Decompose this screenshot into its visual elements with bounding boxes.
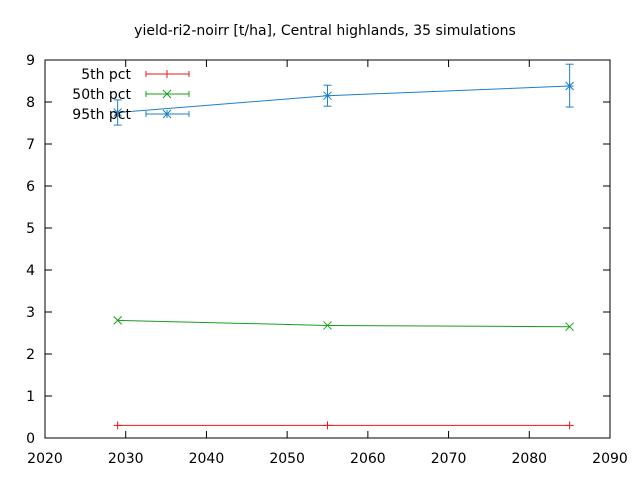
y-tick-label: 9 xyxy=(26,53,35,69)
series-lines xyxy=(117,85,570,426)
legend: 5th pct 50th pct 95th pct xyxy=(72,67,190,123)
data-point-5th-pct xyxy=(113,421,122,430)
x-tick-label: 2030 xyxy=(108,451,144,467)
x-tick-label: 2020 xyxy=(27,451,63,467)
x-tick-label: 2070 xyxy=(431,451,467,467)
series-markers xyxy=(113,81,574,430)
y-tick-label: 0 xyxy=(26,431,35,447)
legend-marker-5th-pct xyxy=(163,70,171,78)
plot-area-frame xyxy=(44,59,611,439)
y-tick-label: 3 xyxy=(26,305,35,321)
data-point-50th-pct xyxy=(323,321,332,330)
legend-label-5th-pct: 5th pct xyxy=(81,67,131,83)
series-line-95th-pct xyxy=(117,85,570,113)
data-point-5th-pct xyxy=(565,421,574,430)
y-tick-label: 4 xyxy=(26,263,35,279)
x-tick-label: 2090 xyxy=(592,451,628,467)
y-tick-label: 6 xyxy=(26,179,35,195)
data-point-50th-pct xyxy=(113,316,122,325)
series-line-50th-pct xyxy=(117,319,570,328)
x-tick-label: 2080 xyxy=(511,451,547,467)
y-tick-label: 1 xyxy=(26,389,35,405)
legend-label-50th-pct: 50th pct xyxy=(72,87,131,103)
chart-title: yield-ri2-noirr [t/ha], Central highland… xyxy=(134,23,516,39)
legend-marker-95th-pct xyxy=(162,109,172,119)
data-point-95th-pct xyxy=(565,81,574,91)
data-point-5th-pct xyxy=(323,421,332,430)
y-tick-label: 5 xyxy=(26,221,35,237)
x-tick-label: 2050 xyxy=(269,451,305,467)
x-tick-label: 2060 xyxy=(350,451,386,467)
legend-marker-50th-pct xyxy=(162,89,172,99)
data-point-95th-pct xyxy=(113,108,122,117)
data-point-50th-pct xyxy=(565,322,574,332)
y-tick-label: 8 xyxy=(26,95,35,111)
legend-label-95th-pct: 95th pct xyxy=(72,107,131,123)
x-tick-label: 2040 xyxy=(189,451,225,467)
y-tick-label: 7 xyxy=(26,137,35,153)
data-point-95th-pct xyxy=(323,91,332,101)
y-tick-label: 2 xyxy=(26,347,35,363)
axes: 0 1 2 3 4 5 6 7 8 9 2020 2030 2040 2050 2060 2070 2080 20… xyxy=(26,53,628,467)
